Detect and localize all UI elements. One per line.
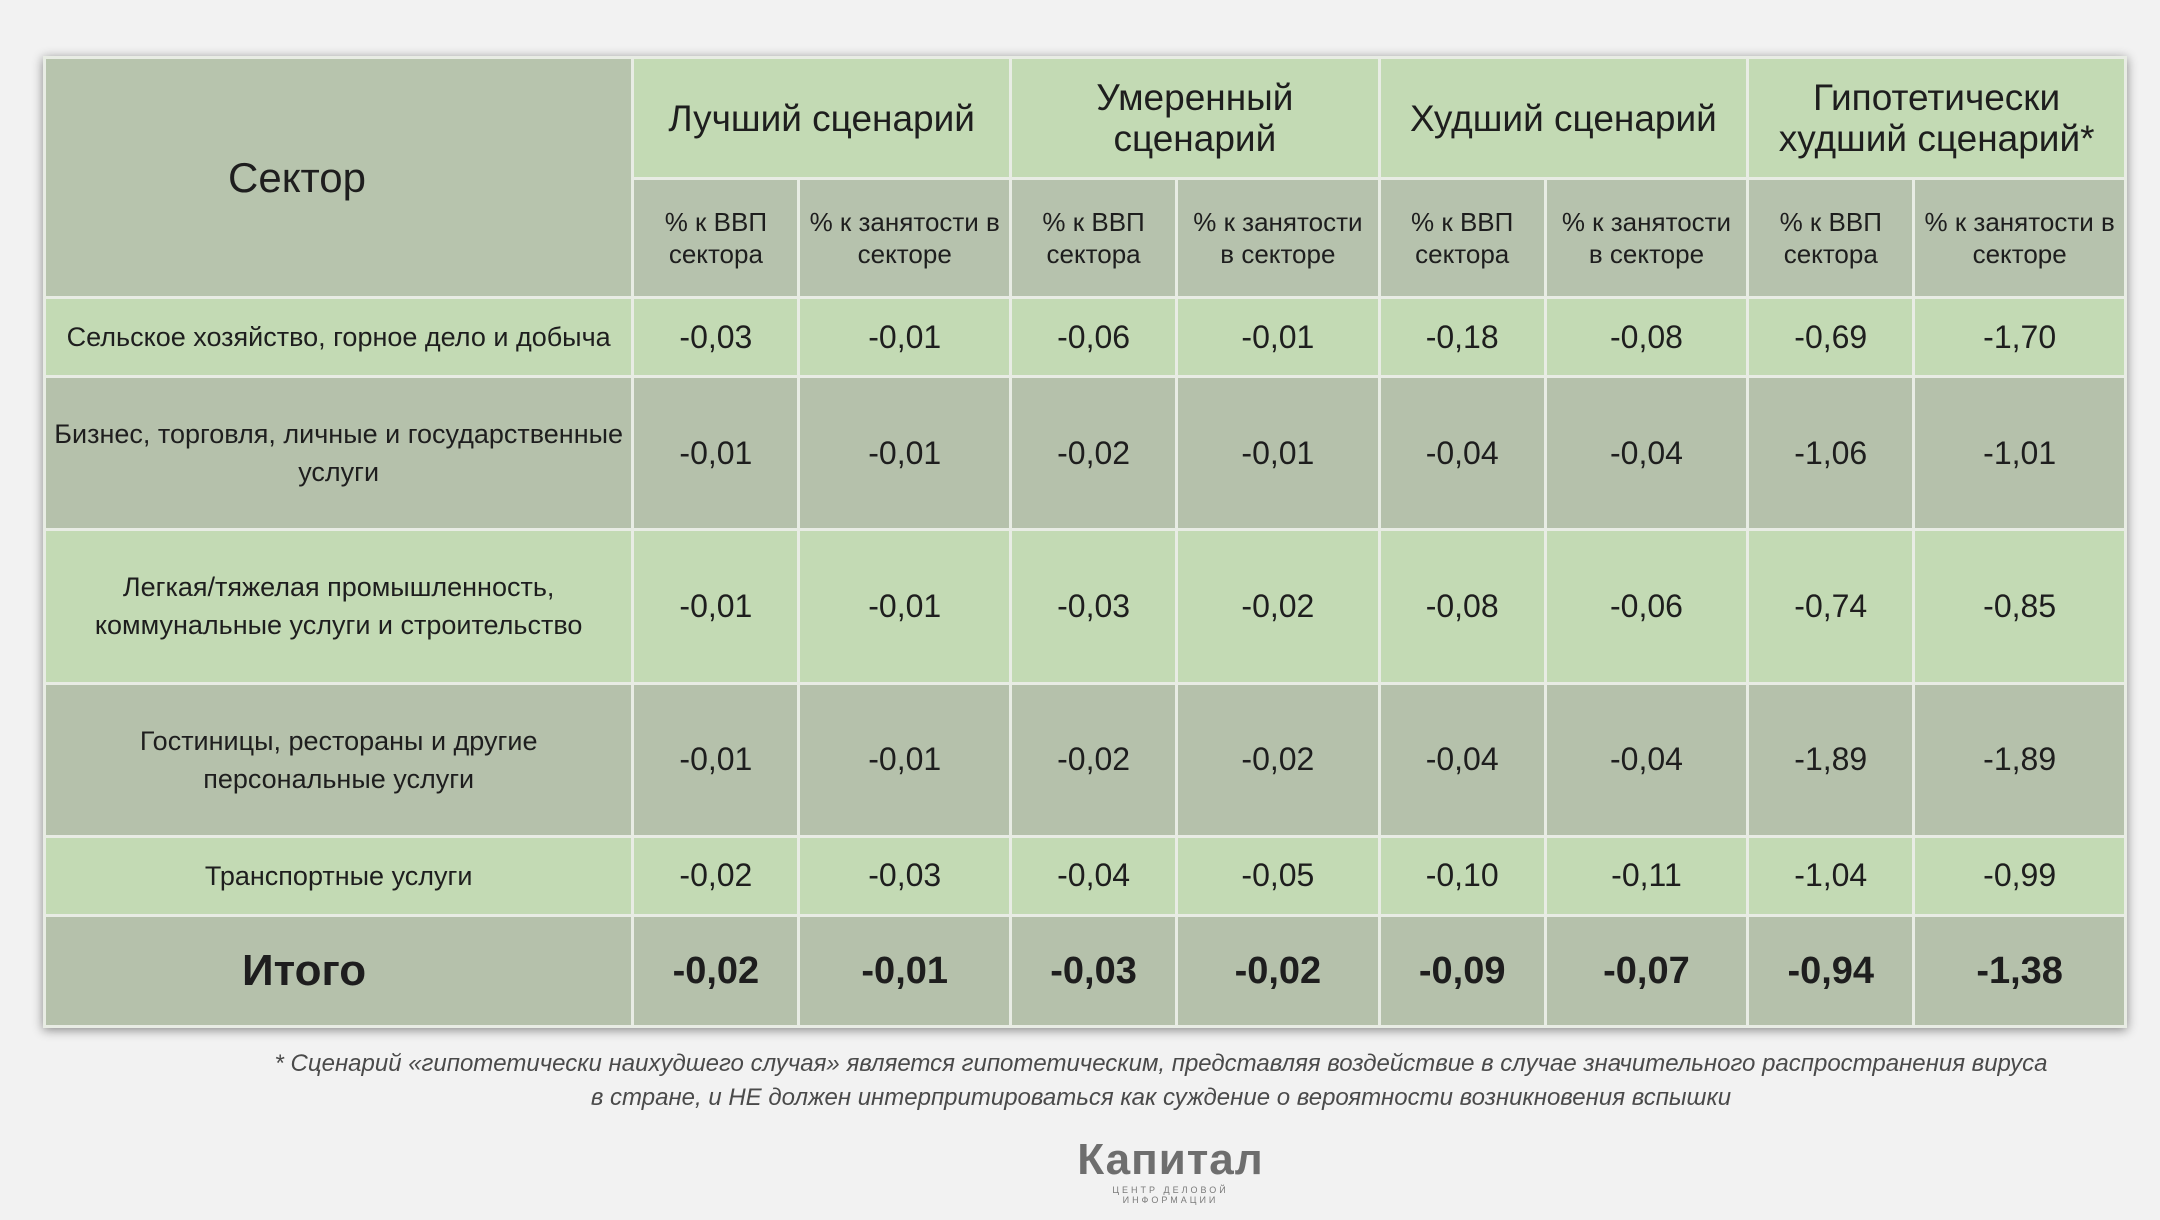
- sector-column-header: Сектор: [42, 56, 635, 299]
- sector-name: Бизнес, торговля, личные и государственн…: [42, 375, 635, 532]
- table-cell: -0,01: [1175, 295, 1381, 379]
- table-cell: -0,02: [1009, 681, 1179, 838]
- logo-tagline: ЦЕНТР ДЕЛОВОЙ ИНФОРМАЦИИ: [1112, 1185, 1229, 1205]
- scenario-header-worst: Худший сценарий: [1377, 56, 1750, 180]
- sub-header-employment: % к занятости в секторе: [1175, 177, 1381, 299]
- table-cell: -0,02: [631, 834, 801, 918]
- table-cell: -0,05: [1175, 834, 1381, 918]
- footnote-line: * Сценарий «гипотетически наихудшего слу…: [274, 1050, 2048, 1077]
- table-cell: -1,70: [1912, 295, 2127, 379]
- table-cell: -0,01: [631, 681, 801, 838]
- table-cell: -1,01: [1912, 375, 2127, 532]
- table-cell: -0,02: [1009, 375, 1179, 532]
- table-cell: -0,11: [1543, 834, 1750, 918]
- table-cell: -0,01: [631, 528, 801, 685]
- table-cell: -0,08: [1377, 528, 1547, 685]
- scenario-header-moderate: Умеренный сценарий: [1009, 56, 1381, 180]
- logo-wordmark: Капитал: [1077, 1135, 1264, 1184]
- sub-header-employment: % к занятости в секторе: [1912, 177, 2127, 299]
- table-cell: -0,85: [1912, 528, 2127, 685]
- table-cell: -0,18: [1377, 295, 1547, 379]
- table-cell: -1,04: [1746, 834, 1916, 918]
- total-cell: -0,09: [1377, 914, 1547, 1028]
- table-cell: -0,04: [1009, 834, 1179, 918]
- table-cell: -0,01: [797, 528, 1013, 685]
- table-cell: -0,04: [1377, 681, 1547, 838]
- total-cell: -1,38: [1912, 914, 2127, 1028]
- table-cell: -0,02: [1175, 681, 1381, 838]
- table-cell: -1,89: [1912, 681, 2127, 838]
- table-cell: -0,10: [1377, 834, 1547, 918]
- table-cell: -1,89: [1746, 681, 1916, 838]
- table-cell: -0,01: [797, 295, 1013, 379]
- scenario-header-hypothetical: Гипотетически худший сценарий*: [1746, 56, 2127, 180]
- table-cell: -0,01: [631, 375, 801, 532]
- table-cell: -0,74: [1746, 528, 1916, 685]
- table-cell: -0,02: [1175, 528, 1381, 685]
- total-row: Итого -0,02 -0,01 -0,03 -0,02 -0,09 -0,0…: [42, 914, 2127, 1028]
- sector-name: Сельское хозяйство, горное дело и добыча: [42, 295, 635, 379]
- table-cell: -0,08: [1543, 295, 1750, 379]
- total-cell: -0,07: [1543, 914, 1750, 1028]
- table-cell: -0,04: [1377, 375, 1547, 532]
- sub-header-employment: % к занятости в секторе: [797, 177, 1013, 299]
- table-row: Бизнес, торговля, личные и государственн…: [42, 375, 2127, 532]
- table-cell: -0,99: [1912, 834, 2127, 918]
- total-cell: -0,03: [1009, 914, 1179, 1028]
- table-row: Транспортные услуги -0,02 -0,03 -0,04 -0…: [42, 834, 2127, 918]
- table-cell: -0,06: [1009, 295, 1179, 379]
- total-cell: -0,02: [631, 914, 801, 1028]
- table-cell: -0,03: [797, 834, 1013, 918]
- scenario-header-best: Лучший сценарий: [631, 56, 1013, 180]
- footnote: * Сценарий «гипотетически наихудшего слу…: [200, 1047, 2122, 1115]
- table-cell: -0,03: [1009, 528, 1179, 685]
- scenario-header-row: Сектор Лучший сценарий Умеренный сценари…: [42, 56, 2127, 299]
- table-cell: -0,03: [631, 295, 801, 379]
- sub-header-gdp: % к ВВП сектора: [1746, 177, 1916, 299]
- table-row: Сельское хозяйство, горное дело и добыча…: [42, 295, 2127, 379]
- table-cell: -0,69: [1746, 295, 1916, 379]
- kapital-logo: Капитал ЦЕНТР ДЕЛОВОЙ ИНФОРМАЦИИ: [1073, 1135, 1268, 1206]
- table-cell: -0,04: [1543, 681, 1750, 838]
- sub-header-row: % к ВВП сектора % к занятости в секторе …: [45, 177, 2127, 299]
- total-label: Итого: [42, 914, 635, 1028]
- table-cell: -0,01: [797, 681, 1013, 838]
- scenario-table: Сектор Лучший сценарий Умеренный сценари…: [42, 56, 2127, 1028]
- footnote-line: в стране, и НЕ должен интерпритироваться…: [590, 1084, 1732, 1111]
- table-cell: -0,06: [1543, 528, 1750, 685]
- table-row: Гостиницы, рестораны и другие персональн…: [42, 681, 2127, 838]
- sub-header-employment: % к занятости в секторе: [1543, 177, 1750, 299]
- sector-name: Транспортные услуги: [42, 834, 635, 918]
- total-cell: -0,01: [797, 914, 1013, 1028]
- sector-name: Легкая/тяжелая промышленность, коммуналь…: [42, 528, 635, 685]
- table-cell: -1,06: [1746, 375, 1916, 532]
- total-cell: -0,02: [1175, 914, 1381, 1028]
- scenario-table-container: Сектор Лучший сценарий Умеренный сценари…: [42, 56, 2127, 1028]
- sub-header-gdp: % к ВВП сектора: [1377, 177, 1547, 299]
- sub-header-gdp: % к ВВП сектора: [631, 177, 801, 299]
- table-row: Легкая/тяжелая промышленность, коммуналь…: [42, 528, 2127, 685]
- sector-name: Гостиницы, рестораны и другие персональн…: [42, 681, 635, 838]
- total-cell: -0,94: [1746, 914, 1916, 1028]
- table-cell: -0,01: [797, 375, 1013, 532]
- table-cell: -0,01: [1175, 375, 1381, 532]
- table-cell: -0,04: [1543, 375, 1750, 532]
- sub-header-gdp: % к ВВП сектора: [1009, 177, 1179, 299]
